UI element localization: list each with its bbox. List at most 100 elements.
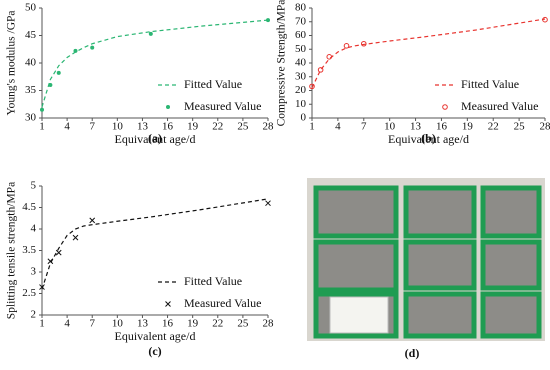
specimens xyxy=(313,185,542,339)
x-axis-label: Equivalent age/d xyxy=(388,132,469,146)
x-tick-label: 19 xyxy=(462,121,474,133)
x-tick-label: 7 xyxy=(89,121,95,133)
specimen xyxy=(313,185,399,239)
specimen xyxy=(480,239,542,291)
x-tick-label: 25 xyxy=(237,121,249,133)
y-tick-label: 30 xyxy=(25,112,37,124)
y-tick-label: 0 xyxy=(301,112,307,124)
panel-label: (a) xyxy=(148,131,162,145)
x-tick-label: 13 xyxy=(137,121,149,133)
marker xyxy=(72,234,79,241)
fitted-line xyxy=(41,19,269,108)
specimen xyxy=(403,291,477,339)
marker xyxy=(39,284,45,290)
marker xyxy=(326,54,333,60)
x-tick-label: 4 xyxy=(335,121,341,133)
legend-label: Measured Value xyxy=(184,296,261,310)
marker xyxy=(343,43,350,49)
specimen xyxy=(480,291,542,339)
x-axis-label: Equivalent age/d xyxy=(115,132,196,146)
y-axis-label: Compressive Strength/MPa xyxy=(276,0,288,126)
marker xyxy=(55,249,62,256)
specimen xyxy=(403,239,477,291)
y-axis-label: Young's modulus /GPa xyxy=(6,10,18,115)
x-tick-label: 16 xyxy=(436,121,448,133)
y-tick-label: 80 xyxy=(295,2,307,14)
panel-label: (c) xyxy=(148,344,161,358)
marker xyxy=(90,45,95,50)
x-tick-label: 16 xyxy=(162,121,174,133)
legend-label: Fitted Value xyxy=(184,274,242,288)
y-tick-label: 45 xyxy=(25,29,37,41)
specimen xyxy=(313,239,399,293)
y-tick-label: 50 xyxy=(25,2,37,14)
x-tick-label: 13 xyxy=(410,121,422,133)
y-tick-label: 3 xyxy=(31,266,37,278)
photo xyxy=(307,178,545,341)
marker xyxy=(266,18,270,23)
x-tick-label: 22 xyxy=(212,121,223,133)
panel-label: (d) xyxy=(405,346,420,360)
marker xyxy=(47,258,54,265)
y-tick-label: 2 xyxy=(31,309,37,321)
x-tick-label: 28 xyxy=(263,121,275,133)
marker xyxy=(265,200,271,207)
x-tick-label: 19 xyxy=(187,318,199,330)
y-tick-label: 50 xyxy=(295,43,307,55)
x-tick-label: 1 xyxy=(39,121,45,133)
x-tick-label: 25 xyxy=(514,121,526,133)
x-tick-label: 10 xyxy=(112,121,124,133)
x-tick-label: 28 xyxy=(540,121,550,133)
marker xyxy=(309,83,315,90)
x-tick-label: 25 xyxy=(237,318,249,330)
legend-label: Measured Value xyxy=(184,99,261,113)
y-tick-label: 40 xyxy=(295,57,307,69)
x-tick-label: 1 xyxy=(39,318,45,330)
x-tick-label: 16 xyxy=(162,318,174,330)
y-tick-label: 35 xyxy=(25,84,37,96)
legend-symbol xyxy=(166,105,170,109)
x-tick-label: 4 xyxy=(64,318,70,330)
x-tick-label: 10 xyxy=(112,318,124,330)
marker xyxy=(317,67,324,73)
fitted-line xyxy=(41,198,269,290)
panel-label: (b) xyxy=(421,131,436,145)
y-tick-label: 20 xyxy=(295,84,307,96)
marker xyxy=(89,217,96,224)
legend-symbol xyxy=(165,301,171,307)
marker xyxy=(148,31,153,36)
y-tick-label: 2.5 xyxy=(22,287,36,299)
x-tick-label: 1 xyxy=(309,121,315,133)
y-tick-label: 40 xyxy=(25,57,37,69)
y-tick-label: 10 xyxy=(295,98,307,110)
x-tick-label: 19 xyxy=(187,121,199,133)
marker xyxy=(48,83,53,87)
y-tick-label: 70 xyxy=(295,15,307,27)
legend-symbol xyxy=(442,104,448,110)
marker xyxy=(73,48,78,53)
specimen xyxy=(403,185,477,239)
legend-label: Measured Value xyxy=(461,99,538,113)
x-tick-label: 7 xyxy=(89,318,95,330)
y-tick-label: 60 xyxy=(295,29,307,41)
x-tick-label: 28 xyxy=(263,318,275,330)
marker xyxy=(40,107,44,112)
y-axis-label: Splitting tensile strength/MPa xyxy=(6,182,18,319)
y-tick-label: 4.5 xyxy=(22,201,36,213)
y-tick-label: 30 xyxy=(295,70,307,82)
y-tick-label: 5 xyxy=(31,180,37,192)
x-axis-label: Equivalent age/d xyxy=(115,329,196,343)
y-tick-label: 3.5 xyxy=(22,244,36,256)
y-tick-label: 4 xyxy=(31,223,37,235)
x-tick-label: 22 xyxy=(488,121,499,133)
marker xyxy=(56,70,61,75)
legend-label: Fitted Value xyxy=(184,77,242,91)
fitted-line xyxy=(311,18,546,89)
x-tick-label: 4 xyxy=(64,121,70,133)
x-tick-label: 13 xyxy=(137,318,149,330)
marker xyxy=(542,16,548,23)
legend-label: Fitted Value xyxy=(461,77,519,91)
paper-note xyxy=(329,296,389,334)
x-tick-label: 10 xyxy=(384,121,396,133)
